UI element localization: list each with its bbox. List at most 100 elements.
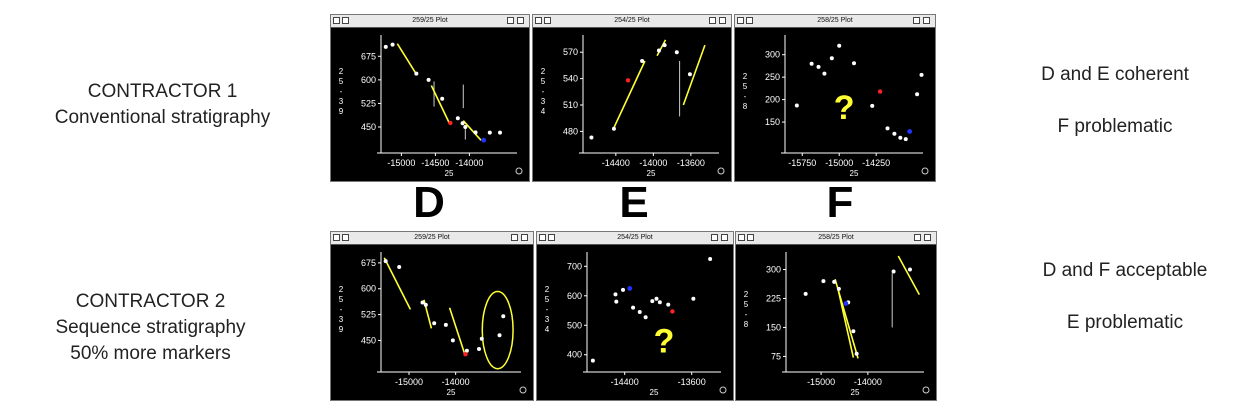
zoom-box-icon[interactable] — [914, 234, 921, 241]
data-point — [463, 125, 468, 129]
y-axis-label-char: 3 — [339, 315, 344, 324]
zoom-box-icon[interactable] — [711, 234, 718, 241]
x-tick-label: -15000 — [387, 158, 415, 168]
y-axis-label-char: 2 — [541, 67, 546, 76]
y-tick-label: 500 — [567, 320, 582, 330]
resize-box-icon[interactable] — [521, 234, 528, 241]
close-box-icon[interactable] — [333, 17, 340, 24]
data-point-red — [670, 309, 675, 314]
y-axis-label: 25-39 — [339, 67, 344, 116]
contractor2-method: Sequence stratigraphy — [55, 317, 246, 338]
close-box-icon[interactable] — [535, 17, 542, 24]
plot-window-top-e[interactable]: 254/25 Plot 570 540 510 480 -14400 -14000 -1360… — [532, 14, 732, 182]
fit-line — [682, 44, 706, 106]
x-tick-label: -14400 — [611, 377, 639, 387]
window-titlebar[interactable]: 254/25 Plot — [537, 232, 733, 245]
resize-box-icon[interactable] — [719, 17, 726, 24]
y-tick-label: 150 — [766, 322, 781, 332]
close-box-icon[interactable] — [539, 234, 546, 241]
data-point — [891, 269, 896, 274]
y-axis-label-char: 5 — [743, 82, 748, 91]
window-title: 259/25 Plot — [412, 17, 448, 24]
data-point — [650, 299, 655, 304]
collapse-box-icon[interactable] — [746, 17, 753, 24]
data-point — [822, 71, 827, 76]
plot-window-top-d[interactable]: 259/25 Plot 675 600 525 450 -15000 -14500 -1400… — [330, 14, 530, 182]
plot-window-bottom-f[interactable]: 258/25 Plot 300 225 150 75 -15000 -14000 25 2 5-8 — [735, 231, 937, 401]
y-tick-label: 600 — [361, 75, 376, 85]
resize-box-icon[interactable] — [721, 234, 728, 241]
data-point — [440, 96, 445, 101]
y-axis-label-char: 5 — [744, 300, 749, 309]
column-letter-e: E — [619, 178, 649, 227]
y-axis-label-char: 5 — [339, 77, 344, 86]
zoom-box-icon[interactable] — [507, 17, 514, 24]
plot-window-bottom-d[interactable]: 259/25 Plot 675 600 525 450 -15000 -14000 25 2 5-… — [330, 231, 534, 401]
window-titlebar[interactable]: 259/25 Plot — [331, 232, 533, 245]
plot-window-bottom-e[interactable]: 254/25 Plot 700 600 500 400 -14400 -13600 25 2 5-… — [536, 231, 734, 401]
question-mark-annotation: ? — [654, 323, 675, 361]
y-axis-label-char: 2 — [339, 67, 344, 76]
data-point — [383, 259, 388, 264]
zoom-box-icon[interactable] — [913, 17, 920, 24]
window-titlebar[interactable]: 254/25 Plot — [533, 15, 731, 28]
y-axis-label-char: 5 — [545, 295, 550, 304]
y-axis-label-char: 3 — [339, 97, 344, 106]
data-point — [821, 279, 826, 284]
data-point — [816, 64, 821, 69]
resize-grip-icon — [515, 167, 523, 175]
data-point — [854, 351, 859, 356]
close-box-icon[interactable] — [333, 234, 340, 241]
window-titlebar[interactable]: 259/25 Plot — [331, 15, 529, 28]
y-tick-label: 150 — [765, 117, 780, 127]
y-axis-label-char: - — [340, 305, 343, 314]
x-tick-label: -15000 — [825, 158, 853, 168]
data-point — [390, 42, 395, 47]
y-axis-label-char: 3 — [541, 97, 546, 106]
resize-box-icon[interactable] — [924, 234, 931, 241]
data-point — [691, 296, 696, 301]
y-tick-label: 525 — [361, 98, 376, 108]
x-axis-label: 25 — [851, 388, 860, 397]
resize-box-icon[interactable] — [517, 17, 524, 24]
x-tick-label: -14500 — [421, 158, 449, 168]
window-title: 258/25 Plot — [818, 234, 854, 241]
data-point — [487, 130, 492, 135]
contractor2-name: CONTRACTOR 2 — [75, 291, 226, 312]
y-axis-label: 25-8 — [744, 290, 749, 329]
close-box-icon[interactable] — [738, 234, 745, 241]
y-tick-label: 300 — [766, 265, 781, 275]
collapse-box-icon[interactable] — [342, 17, 349, 24]
x-tick-label: -14000 — [854, 377, 882, 387]
data-point-red — [625, 78, 631, 83]
window-titlebar[interactable]: 258/25 Plot — [736, 232, 936, 245]
y-axis-label: 25-34 — [545, 285, 550, 334]
data-point — [432, 321, 437, 326]
data-point — [654, 296, 659, 301]
zoom-box-icon[interactable] — [511, 234, 518, 241]
window-titlebar[interactable]: 258/25 Plot — [735, 15, 935, 28]
zoom-box-icon[interactable] — [709, 17, 716, 24]
contractor2-label: CONTRACTOR 2 Sequence stratigraphy 50% m… — [28, 289, 273, 367]
data-point — [708, 256, 713, 261]
resize-box-icon[interactable] — [923, 17, 930, 24]
plot-window-top-f[interactable]: 258/25 Plot 300 250 200 150 -15750 -15000 -1425… — [734, 14, 936, 182]
collapse-box-icon[interactable] — [747, 234, 754, 241]
collapse-box-icon[interactable] — [544, 17, 551, 24]
close-box-icon[interactable] — [737, 17, 744, 24]
window-title: 258/25 Plot — [817, 17, 853, 24]
question-mark-annotation: ? — [834, 89, 855, 127]
collapse-box-icon[interactable] — [342, 234, 349, 241]
data-point — [907, 267, 912, 272]
collapse-box-icon[interactable] — [548, 234, 555, 241]
data-point — [892, 131, 897, 136]
data-point-red — [463, 352, 468, 357]
y-tick-label: 450 — [361, 335, 376, 345]
x-tick-label: -14000 — [639, 158, 667, 168]
y-axis-label-char: 8 — [744, 320, 749, 329]
x-tick-label: -15750 — [788, 158, 816, 168]
y-axis-label: 25-8 — [743, 72, 748, 111]
